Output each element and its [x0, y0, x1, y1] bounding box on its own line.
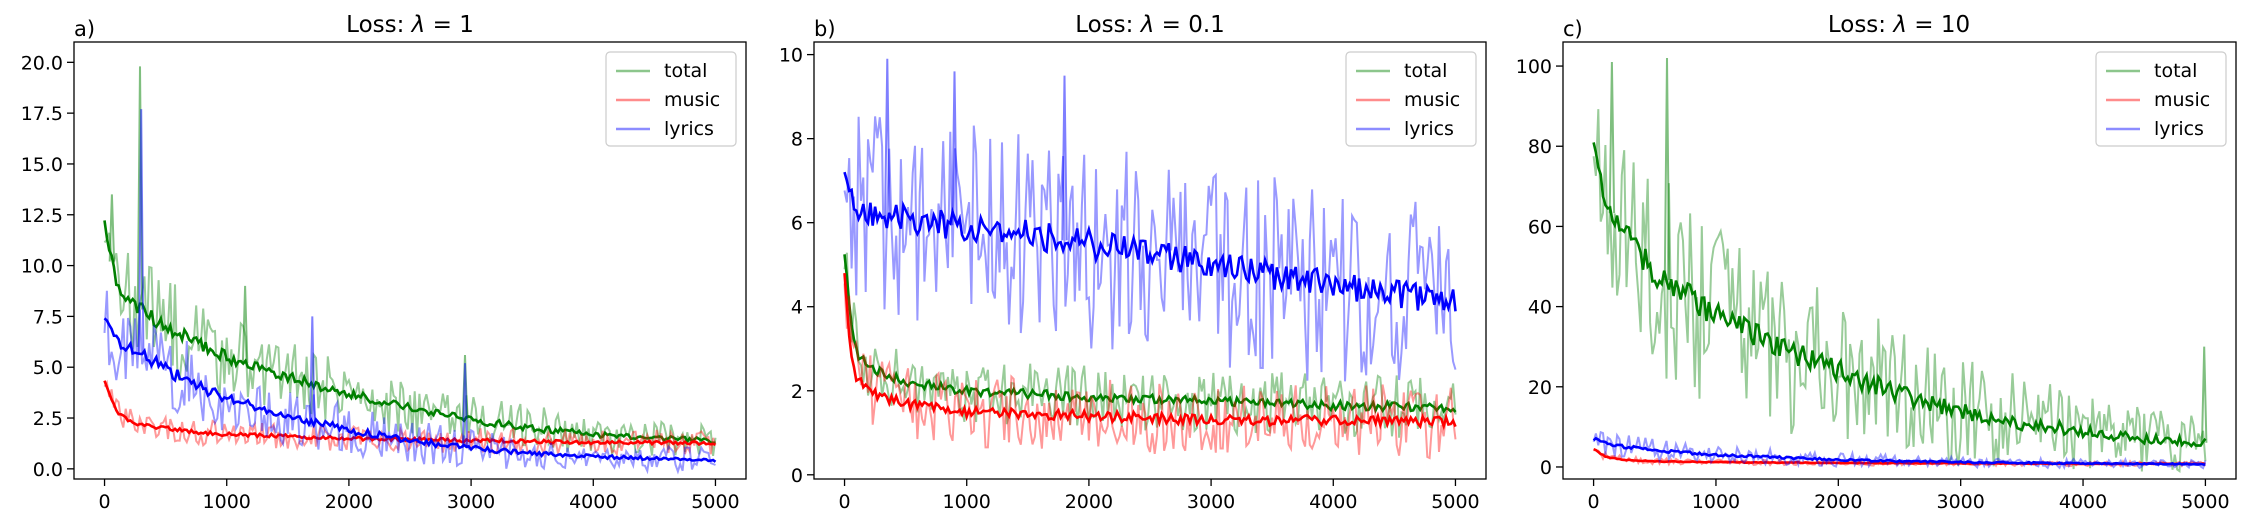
legend-label-music-b: music: [1404, 89, 1460, 111]
x-tick-label-a-4: 4000: [569, 491, 617, 513]
series-lyrics-smoothed-line-a: [103, 317, 717, 463]
x-tick-label-a-3: 3000: [447, 491, 495, 513]
x-tick-label-c-3: 3000: [1937, 491, 1985, 513]
series-lyrics-spike-a-1: [309, 316, 316, 422]
panel-b-title: Loss: λ = 0.1: [1075, 12, 1225, 38]
series-total-spike-a-1: [108, 194, 116, 262]
y-tick-label-c-5: 100: [1516, 56, 1552, 78]
y-tick-label-a-6: 15.0: [21, 154, 63, 176]
series-total-raw-line-c: [1592, 109, 2207, 473]
panel-b-plot-area: [843, 58, 1457, 460]
y-tick-label-c-3: 60: [1528, 216, 1552, 238]
x-tick-label-a-2: 2000: [325, 491, 373, 513]
legend-c: total music lyrics: [2095, 51, 2227, 147]
legend-b: total music lyrics: [1345, 51, 1477, 147]
x-tick-label-c-5: 5000: [2181, 491, 2229, 513]
panel-c-label: c): [1563, 17, 1583, 41]
x-tick-label-b-0: 0: [838, 491, 850, 513]
legend-box-c: [2095, 51, 2227, 147]
legend-box-a: [605, 51, 737, 147]
legend-label-total-b: total: [1404, 60, 1447, 82]
panel-c-title: Loss: λ = 10: [1828, 12, 1970, 38]
series-lyrics-smoothed-line-c: [1592, 436, 2206, 466]
series-music-raw-line-a: [103, 379, 717, 459]
y-tick-label-a-4: 10.0: [21, 256, 63, 278]
series-total-smoothed-line-a: [103, 220, 716, 445]
series-lyrics-spike-b-1: [1061, 75, 1068, 241]
panel-c-plot-area: [1592, 57, 2208, 473]
x-tick-label-c-4: 4000: [2059, 491, 2107, 513]
series-total-smoothed-line-c: [1592, 142, 2207, 448]
series-music-raw-line-b: [843, 283, 1457, 460]
x-tick-label-b-3: 3000: [1187, 491, 1235, 513]
series-total-raw-line-a: [103, 232, 717, 457]
y-tick-label-c-2: 40: [1528, 297, 1552, 319]
panel-a-plot-area: [103, 66, 717, 475]
panel-c: c) Loss: λ = 10 0 1000 2000 3000 4000 5000 0 20…: [1516, 12, 2237, 513]
y-tick-label-b-1: 2: [791, 381, 803, 403]
legend-a: total music lyrics: [605, 51, 737, 147]
series-music-smoothed-line-b: [843, 273, 1457, 431]
series-total-smoothed-line-b: [843, 254, 1457, 414]
y-tick-label-b-5: 10: [779, 45, 803, 67]
x-tick-label-a-1: 1000: [203, 491, 251, 513]
y-tick-label-a-3: 7.5: [33, 306, 63, 328]
y-tick-label-a-0: 0.0: [33, 459, 63, 481]
panel-a: a) Loss: λ = 1 0 1000 2000 3000 4000 5000 0.0 2…: [21, 12, 747, 513]
y-tick-label-c-1: 20: [1528, 377, 1552, 399]
x-tick-label-b-5: 5000: [1431, 491, 1479, 513]
series-total-spike-c-2: [2201, 346, 2208, 443]
x-tick-label-c-0: 0: [1588, 491, 1600, 513]
x-tick-label-a-0: 0: [98, 491, 110, 513]
y-tick-label-a-5: 12.5: [21, 205, 63, 227]
y-tick-label-b-2: 4: [791, 297, 803, 319]
y-tick-label-a-7: 17.5: [21, 103, 63, 125]
panel-b-label: b): [814, 17, 836, 41]
series-lyrics-spike-b-2: [951, 71, 958, 226]
series-lyrics-raw-line-a: [103, 290, 716, 475]
y-tick-label-b-0: 0: [791, 465, 803, 487]
series-total-spike-c-1: [1663, 57, 1671, 281]
series-music-smoothed-line-a: [103, 380, 716, 447]
legend-label-lyrics-a: lyrics: [664, 118, 714, 140]
x-tick-label-b-2: 2000: [1065, 491, 1113, 513]
y-tick-label-b-3: 6: [791, 213, 803, 235]
x-tick-label-c-2: 2000: [1814, 491, 1862, 513]
x-tick-label-a-5: 5000: [691, 491, 739, 513]
series-lyrics-smoothed-line-b: [843, 171, 1457, 313]
y-tick-label-b-4: 8: [791, 129, 803, 151]
series-total-spike-c-0: [1608, 61, 1616, 214]
panel-b: b) Loss: λ = 0.1 0 1000 2000 3000 4000 5000 0 2…: [779, 12, 1487, 513]
panel-a-title: Loss: λ = 1: [346, 12, 474, 38]
series-lyrics-spike-a-0: [138, 109, 145, 355]
y-tick-label-a-1: 2.5: [33, 408, 63, 430]
series-total-spike-a-2: [241, 285, 249, 364]
series-lyrics-raw-line-b: [843, 116, 1457, 382]
x-tick-label-b-1: 1000: [943, 491, 991, 513]
legend-label-total-a: total: [664, 60, 707, 82]
x-tick-label-b-4: 4000: [1309, 491, 1357, 513]
legend-label-music-c: music: [2154, 89, 2210, 111]
y-tick-label-c-0: 0: [1540, 457, 1552, 479]
legend-label-lyrics-c: lyrics: [2154, 118, 2204, 140]
x-tick-label-c-1: 1000: [1692, 491, 1740, 513]
panel-a-frame: [73, 41, 747, 480]
legend-label-total-c: total: [2154, 60, 2197, 82]
y-tick-label-a-8: 20.0: [21, 52, 63, 74]
panel-a-label: a): [74, 17, 95, 41]
legend-label-lyrics-b: lyrics: [1404, 118, 1454, 140]
y-tick-label-a-2: 5.0: [33, 357, 63, 379]
legend-box-b: [1345, 51, 1477, 147]
series-lyrics-spike-a-2: [461, 363, 469, 448]
y-tick-label-c-4: 80: [1528, 136, 1552, 158]
panel-b-frame: [813, 41, 1487, 480]
legend-label-music-a: music: [664, 89, 720, 111]
series-lyrics-spike-b-0: [884, 58, 891, 217]
panel-c-frame: [1562, 41, 2237, 480]
